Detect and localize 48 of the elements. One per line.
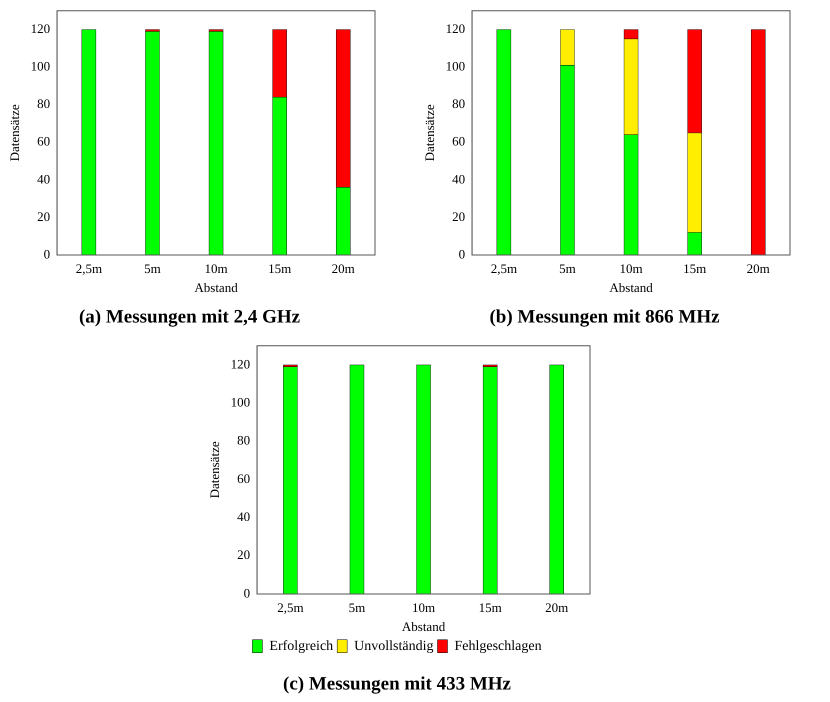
y-tick-label: 120 [230,356,250,372]
x-tick-label: 10m [204,261,228,276]
x-tick-label: 10m [619,261,643,276]
text: (a) Messungen mit 2,4 GHz [78,306,301,328]
y-tick-label: 40 [452,171,466,186]
x-tick-label: 2,5m [490,261,518,276]
y-tick-label: 20 [237,547,250,562]
y-tick-label: 120 [446,21,466,36]
y-axis-title: Datensätze [207,441,222,498]
legend-label: Erfolgreich [269,638,334,654]
x-tick-label: 2,5m [277,600,304,616]
legend-label: Unvollständig [354,638,434,654]
y-tick-label: 100 [230,394,250,410]
x-tick-label: 5m [144,261,161,276]
x-tick-label: 5m [559,261,576,276]
y-tick-label: 40 [37,171,50,186]
x-tick-label: 20m [746,261,770,276]
y-tick-label: 120 [30,21,50,36]
y-tick-label: 20 [37,208,50,224]
x-tick-label: 15m [268,261,292,276]
text: (b) Messungen mit 866 MHz [489,306,720,328]
text: (c) Messungen mit 433 MHz [283,674,512,695]
y-axis-title: Datensätze [422,104,438,162]
y-tick-label: 60 [452,134,466,149]
y-tick-label: 0 [458,246,466,262]
x-tick-label: 5m [348,600,366,616]
y-tick-label: 0 [244,585,250,600]
x-axis-title: Abstand [194,280,238,295]
y-tick-label: 0 [44,246,50,262]
x-axis-title: Abstand [402,618,446,634]
y-tick-label: 80 [237,432,250,448]
y-tick-label: 60 [37,134,50,149]
y-tick-label: 80 [37,96,50,112]
legend-label: Fehlgeschlagen [454,638,542,654]
x-tick-label: 10m [412,600,436,616]
y-tick-label: 60 [237,470,250,486]
x-tick-label: 2,5m [76,261,102,276]
x-tick-label: 20m [332,261,355,276]
y-tick-label: 80 [452,96,466,112]
y-tick-label: 100 [30,58,50,74]
y-tick-label: 100 [446,58,466,74]
x-tick-label: 15m [683,261,706,276]
x-axis-title: Abstand [609,280,654,295]
y-axis-title: Datensätze [7,104,22,162]
y-tick-label: 20 [452,208,466,224]
x-tick-label: 20m [545,600,568,616]
x-tick-label: 15m [478,600,502,616]
y-tick-label: 40 [237,509,250,524]
